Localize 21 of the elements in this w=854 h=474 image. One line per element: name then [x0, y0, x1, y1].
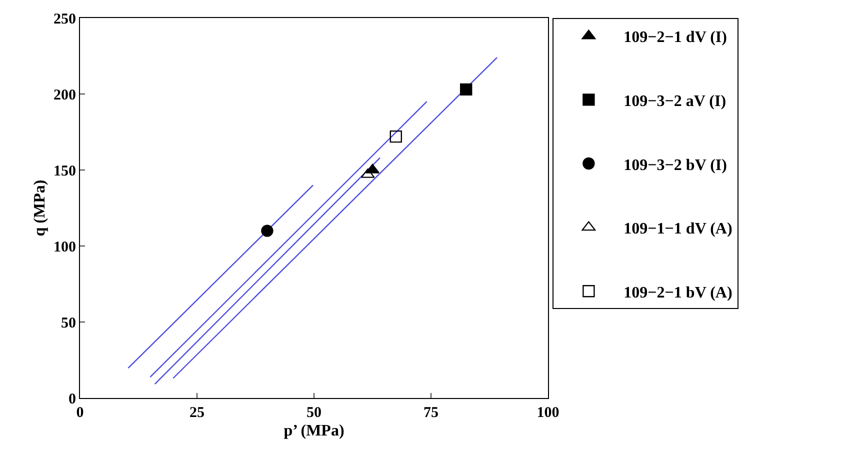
- legend-label: 109−3−2 aV (I): [624, 92, 726, 110]
- legend-label: 109−1−1 dV (A): [624, 220, 732, 238]
- point: [460, 83, 472, 96]
- y-tick-label: 200: [54, 87, 76, 104]
- y-axis-title: q (MPa): [31, 180, 48, 236]
- y-tick-label: 250: [54, 11, 76, 28]
- y-tick-label: 150: [54, 163, 76, 180]
- x-tick-label: 50: [306, 405, 322, 421]
- legend-label: 109−3−2 bV (I): [624, 156, 727, 174]
- legend-label: 109−2−1 bV (A): [624, 284, 732, 302]
- x-tick-label: 25: [190, 405, 204, 421]
- point: [366, 164, 380, 174]
- x-tick-label: 75: [424, 405, 438, 421]
- y-tick-label: 50: [61, 315, 76, 332]
- point: [261, 224, 274, 237]
- x-axis-title: p’ (MPa): [284, 422, 344, 440]
- point: [390, 130, 402, 143]
- y-tick-label: 0: [68, 391, 76, 408]
- y-tick-label: 100: [54, 239, 76, 256]
- x-tick-label: 100: [536, 405, 560, 421]
- legend-label: 109−2−1 dV (I): [624, 29, 727, 46]
